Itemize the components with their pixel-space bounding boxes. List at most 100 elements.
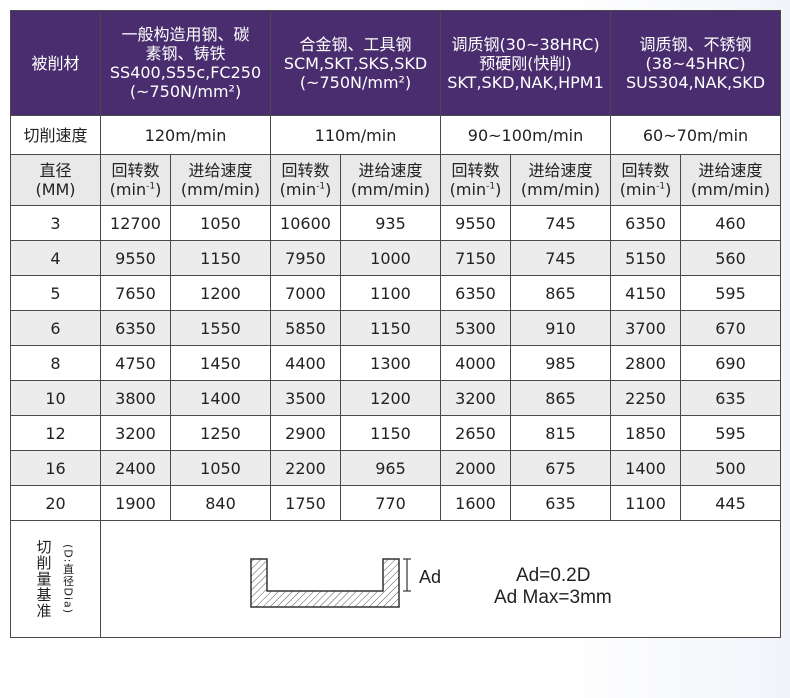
feed-cell: 560 (680, 240, 782, 276)
rpm-header-2: 回转数 (min-1) (270, 154, 341, 206)
rpm-header-1: 回转数 (min-1) (100, 154, 171, 206)
diameter-cell: 4 (10, 240, 101, 276)
cutting-amount-diagram-cell: Ad Ad=0.2D Ad Max=3mm (99, 520, 782, 638)
feed-cell: 635 (509, 485, 612, 521)
group-4-line-3: SUS304,NAK,SKD (625, 72, 766, 92)
table-row: 20 1900 840 1750 770 1600 635 1100 445 (10, 485, 782, 521)
material-group-2: 合金钢、工具钢 SCM,SKT,SKS,SKD (~750N/mm²) (270, 10, 441, 116)
feed-cell: 1100 (340, 275, 441, 311)
feed-header-line-1: 进给速度 (358, 161, 423, 180)
group-1-line-3: SS400,S55c,FC250 (109, 63, 262, 82)
feed-header-1: 进给速度 (mm/min) (170, 154, 271, 206)
group-2-line-1: 合金钢、工具钢 (299, 34, 412, 54)
rpm-cell: 9550 (440, 205, 511, 241)
rpm-cell: 1750 (270, 485, 341, 521)
group-1-line-1: 一般构造用钢、碳 (121, 25, 250, 44)
cutting-speed-row: 切削速度 120m/min 110m/min 90~100m/min 60~70… (10, 115, 782, 155)
rpm-cell: 7650 (100, 275, 171, 311)
feed-cell: 1200 (340, 380, 441, 416)
rpm-cell: 7000 (270, 275, 341, 311)
material-label: 被削材 (10, 10, 101, 116)
rpm-cell: 7150 (440, 240, 511, 276)
rpm-cell: 4750 (100, 345, 171, 381)
rpm-header-line-1: 回转数 (111, 161, 160, 180)
feed-cell: 910 (509, 310, 612, 346)
feed-cell: 1000 (340, 240, 441, 276)
group-3-line-2: 预硬刚(快削) (479, 53, 572, 73)
rpm-header-line-1: 回转数 (621, 161, 670, 180)
feed-cell: 865 (509, 275, 612, 311)
rpm-cell: 2650 (440, 415, 511, 451)
rpm-cell: 1100 (610, 485, 682, 521)
rpm-cell: 3200 (440, 380, 511, 416)
feed-header-line-2: (mm/min) (690, 180, 771, 199)
ad-formula: Ad=0.2D (516, 565, 590, 586)
subheader-row: 直径 (MM) 回转数 (min-1) 进给速度 (mm/min) 回转数 (min-1)… (10, 154, 782, 206)
feed-cell: 500 (680, 450, 782, 486)
feed-cell: 1050 (170, 205, 271, 241)
feed-cell: 1150 (340, 415, 441, 451)
group-4-line-2: (38~45HRC) (645, 53, 746, 73)
feed-header-line-2: (mm/min) (520, 180, 601, 199)
cutting-speed-2: 110m/min (270, 115, 441, 155)
rpm-cell: 5300 (440, 310, 511, 346)
feed-cell: 635 (680, 380, 782, 416)
cutting-amount-label-cell: 切削量基准 (D:直径Dia) (10, 520, 101, 638)
cutting-amount-sublabel: (D:直径Dia) (61, 543, 75, 615)
cutting-speed-3: 90~100m/min (439, 115, 612, 155)
feed-cell: 1250 (170, 415, 271, 451)
feed-header-line-1: 进给速度 (528, 161, 593, 180)
feed-cell: 840 (170, 485, 271, 521)
feed-cell: 815 (509, 415, 612, 451)
rpm-header-line-2: (min-1) (449, 180, 502, 199)
feed-header-line-2: (mm/min) (350, 180, 431, 199)
feed-cell: 745 (509, 240, 612, 276)
cutting-conditions-table: 被削材 一般构造用钢、碳 素钢、铸铁 SS400,S55c,FC250 (~75… (10, 10, 782, 638)
rpm-cell: 3500 (270, 380, 341, 416)
rpm-header-4: 回转数 (min-1) (610, 154, 682, 206)
diameter-cell: 3 (10, 205, 101, 241)
rpm-cell: 3700 (610, 310, 682, 346)
table-row: 12 3200 1250 2900 1150 2650 815 1850 595 (10, 415, 782, 451)
feed-cell: 1450 (170, 345, 271, 381)
rpm-cell: 7950 (270, 240, 341, 276)
diameter-cell: 10 (10, 380, 101, 416)
rpm-header-3: 回转数 (min-1) (440, 154, 511, 206)
table-row: 6 6350 1550 5850 1150 5300 910 3700 670 (10, 310, 782, 346)
rpm-cell: 2400 (100, 450, 171, 486)
table-row: 4 9550 1150 7950 1000 7150 745 5150 560 (10, 240, 782, 276)
groove-diagram: Ad Ad=0.2D Ad Max=3mm (250, 558, 612, 608)
rpm-cell: 2250 (610, 380, 682, 416)
table-row: 10 3800 1400 3500 1200 3200 865 2250 635 (10, 380, 782, 416)
feed-cell: 1200 (170, 275, 271, 311)
table-row: 5 7650 1200 7000 1100 6350 865 4150 595 (10, 275, 782, 311)
diameter-header-line-2: (MM) (35, 180, 76, 199)
feed-cell: 1150 (170, 240, 271, 276)
diameter-cell: 8 (10, 345, 101, 381)
group-2-line-2: SCM,SKT,SKS,SKD (283, 53, 428, 73)
feed-cell: 670 (680, 310, 782, 346)
rpm-cell: 4400 (270, 345, 341, 381)
workpiece-profile (250, 558, 400, 608)
rpm-cell: 5850 (270, 310, 341, 346)
rpm-cell: 9550 (100, 240, 171, 276)
rpm-cell: 6350 (610, 205, 682, 241)
ad-max-formula: Ad Max=3mm (494, 587, 612, 608)
material-group-1: 一般构造用钢、碳 素钢、铸铁 SS400,S55c,FC250 (~750N/m… (100, 10, 271, 116)
rpm-cell: 10600 (270, 205, 341, 241)
table-row: 16 2400 1050 2200 965 2000 675 1400 500 (10, 450, 782, 486)
group-1-line-4: (~750N/mm²) (129, 82, 242, 101)
feed-cell: 1400 (170, 380, 271, 416)
material-group-4: 调质钢、不锈钢 (38~45HRC) SUS304,NAK,SKD (610, 10, 782, 116)
rpm-cell: 12700 (100, 205, 171, 241)
group-3-line-1: 调质钢(30~38HRC) (451, 34, 600, 54)
cutting-speed-label: 切削速度 (10, 115, 101, 155)
rpm-cell: 1600 (440, 485, 511, 521)
rpm-cell: 1900 (100, 485, 171, 521)
cutting-amount-row: 切削量基准 (D:直径Dia) Ad Ad=0.2D (10, 520, 782, 638)
group-4-line-1: 调质钢、不锈钢 (639, 34, 752, 54)
cutting-amount-label: 切削量基准 (34, 539, 53, 619)
diameter-cell: 20 (10, 485, 101, 521)
diameter-cell: 5 (10, 275, 101, 311)
rpm-cell: 4000 (440, 345, 511, 381)
